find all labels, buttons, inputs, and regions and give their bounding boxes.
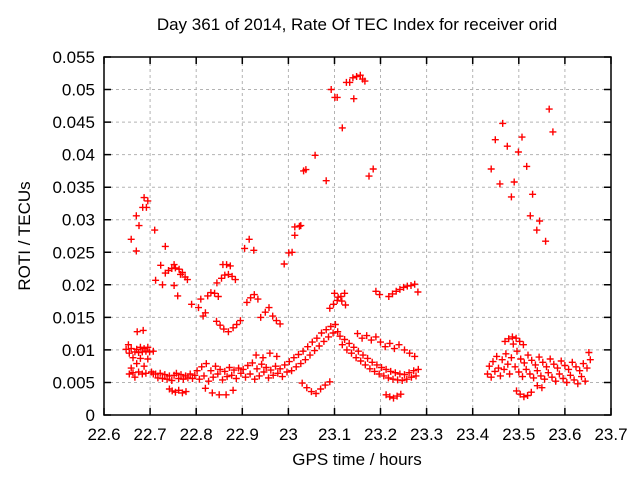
- y-tick-label: 0: [86, 406, 95, 425]
- y-tick-label: 0.03: [62, 211, 95, 230]
- x-tick-label: 22.8: [180, 425, 213, 444]
- x-tick-label: 23.4: [456, 425, 489, 444]
- x-tick-label: 23.6: [548, 425, 581, 444]
- y-tick-label: 0.02: [62, 276, 95, 295]
- chart-title: Day 361 of 2014, Rate Of TEC Index for r…: [156, 15, 558, 34]
- grid-lines: [104, 57, 611, 415]
- x-tick-label: 22.9: [226, 425, 259, 444]
- x-tick-label: 23.5: [502, 425, 535, 444]
- y-tick-label: 0.015: [52, 308, 95, 327]
- y-tick-label: 0.045: [52, 113, 95, 132]
- x-tick-label: 23.3: [410, 425, 443, 444]
- y-tick-label: 0.005: [52, 374, 95, 393]
- x-tick-label: 22.7: [134, 425, 167, 444]
- tick-marks: [103, 56, 612, 416]
- tick-labels: 22.6 22.7 22.8 22.9 23 23.1 23.2 23.3 23.4 23.5 23…: [52, 48, 627, 444]
- y-tick-label: 0.01: [62, 341, 95, 360]
- y-tick-label: 0.05: [62, 81, 95, 100]
- y-tick-label: 0.025: [52, 243, 95, 262]
- x-tick-label: 23.2: [364, 425, 397, 444]
- x-tick-label: 23.7: [594, 425, 627, 444]
- y-tick-label: 0.035: [52, 178, 95, 197]
- x-axis-label: GPS time / hours: [292, 450, 422, 469]
- x-tick-label: 22.6: [87, 425, 120, 444]
- y-tick-label: 0.04: [62, 146, 95, 165]
- plot-border: [103, 56, 612, 416]
- data-points: [122, 71, 594, 402]
- x-tick-label: 23: [279, 425, 298, 444]
- x-tick-label: 23.1: [318, 425, 351, 444]
- y-axis-label: ROTI / TECUs: [15, 181, 34, 291]
- y-tick-label: 0.055: [52, 48, 95, 67]
